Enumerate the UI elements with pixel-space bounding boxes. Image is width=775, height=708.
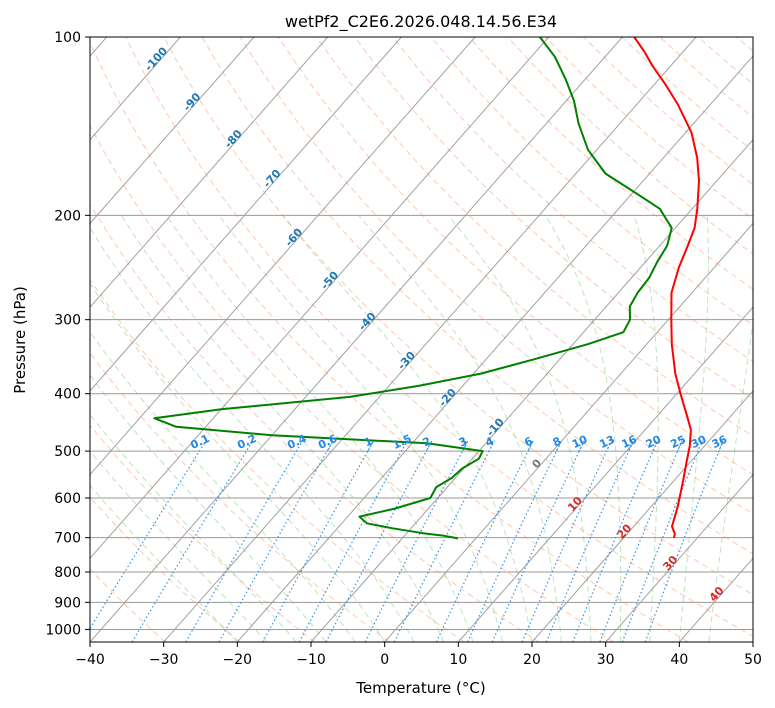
isotherm <box>90 37 255 225</box>
moist-adiabat <box>358 214 562 642</box>
mixing-ratio-label: 13 <box>597 433 616 451</box>
dry-adiabat <box>90 278 465 642</box>
dry-adiabat <box>90 352 390 642</box>
isotherm <box>310 138 753 642</box>
isotherm <box>531 390 753 642</box>
dry-adiabat <box>354 37 753 400</box>
mixing-ratio-label: 16 <box>620 433 640 451</box>
dry-adiabat <box>239 37 753 515</box>
mixing-ratio-line <box>218 440 334 642</box>
mixing-ratio-label: 25 <box>668 433 687 451</box>
mixing-ratio-line <box>364 440 469 642</box>
background-lines <box>90 37 753 642</box>
dry-adiabat <box>201 37 753 555</box>
temperature-line <box>633 37 700 538</box>
x-tick-label: 50 <box>744 652 762 668</box>
isotherm <box>90 37 476 476</box>
chart-title: wetPf2_C2E6.2026.048.14.56.E34 <box>285 12 557 32</box>
isotherm <box>90 37 329 308</box>
isotherm <box>236 55 753 642</box>
plot-frame <box>89 36 754 643</box>
isotherm <box>90 37 181 141</box>
x-tick-label: −20 <box>223 652 253 668</box>
x-tick-label: 20 <box>523 652 541 668</box>
mixing-ratio-line <box>599 440 683 642</box>
isotherm <box>605 473 753 642</box>
moist-adiabat <box>90 282 386 642</box>
y-tick-label: 500 <box>54 444 81 460</box>
dry-adiabat <box>90 203 540 642</box>
moist-adiabat <box>544 215 622 642</box>
moist-adiabat <box>447 214 592 642</box>
x-tick-label: 0 <box>380 652 389 668</box>
moist-adiabat <box>90 331 356 642</box>
x-tick-label: −30 <box>149 652 179 668</box>
mixing-ratio-label: 30 <box>689 433 709 451</box>
y-tick-label: 1000 <box>45 622 81 638</box>
moist-adiabat <box>218 215 503 642</box>
x-tick-label: −40 <box>75 652 105 668</box>
dewpoint-line <box>153 37 673 540</box>
isotherm <box>384 222 753 642</box>
dry-adiabat <box>507 37 753 255</box>
axis-ticks: −40 −30 −20 −10 0 10 20 30 40 50 100 200 300 400 500 60… <box>45 30 762 668</box>
mixing-ratio-line <box>131 440 254 642</box>
dry-adiabat <box>392 37 753 363</box>
mixing-ratio-line <box>90 440 207 630</box>
dry-adiabat <box>90 424 316 642</box>
mixing-ratio-label: 10 <box>570 433 590 451</box>
dry-adiabat <box>90 40 689 642</box>
isotherm <box>90 37 550 560</box>
y-tick-label: 600 <box>54 491 81 507</box>
mixing-ratio-line <box>185 440 304 642</box>
mixing-ratio-line <box>621 440 704 642</box>
y-tick-label: 100 <box>54 30 81 46</box>
y-axis-title: Pressure (hPa) <box>11 286 29 394</box>
isotherm <box>90 37 402 392</box>
moist-adiabat <box>633 215 659 642</box>
mixing-ratio-line <box>393 440 496 642</box>
dry-adiabat <box>316 37 753 437</box>
moist-adiabat <box>90 484 238 642</box>
mixing-ratio-line <box>298 440 408 642</box>
moist-adiabat <box>90 226 415 642</box>
mixing-ratio-line <box>521 440 612 642</box>
mixing-ratio-line <box>644 440 724 642</box>
y-tick-label: 700 <box>54 531 81 547</box>
y-tick-label: 300 <box>54 313 81 329</box>
dry-adiabat <box>125 37 753 637</box>
y-tick-label: 200 <box>54 208 81 224</box>
dry-adiabat <box>163 37 753 596</box>
moist-adiabat <box>678 215 709 642</box>
mixing-ratio-line <box>545 440 634 642</box>
isotherm <box>457 306 753 642</box>
profile-lines <box>153 37 700 540</box>
x-tick-label: 30 <box>597 652 615 668</box>
dry-adiabat <box>430 37 753 326</box>
isotherm <box>90 37 623 642</box>
moist-adiabat <box>120 215 445 642</box>
x-tick-label: −10 <box>296 652 326 668</box>
x-tick-label: 40 <box>670 652 688 668</box>
isotherm <box>163 37 697 642</box>
dry-adiabat <box>90 124 614 642</box>
dry-adiabat <box>621 37 753 152</box>
mixing-ratio-label: 20 <box>644 433 664 451</box>
y-tick-label: 400 <box>54 387 81 403</box>
moist-adiabat <box>708 318 753 642</box>
mixing-ratio-label: 36 <box>710 433 730 451</box>
mixing-ratio-line <box>262 440 375 642</box>
y-tick-label: 800 <box>54 565 81 581</box>
moist-adiabat <box>282 214 533 642</box>
moist-adiabat <box>165 215 474 642</box>
x-axis-title: Temperature (°C) <box>355 679 485 697</box>
dry-adiabat <box>468 37 753 290</box>
y-tick-label: 900 <box>54 595 81 611</box>
moist-adiabat <box>90 374 327 642</box>
x-tick-label: 10 <box>449 652 467 668</box>
